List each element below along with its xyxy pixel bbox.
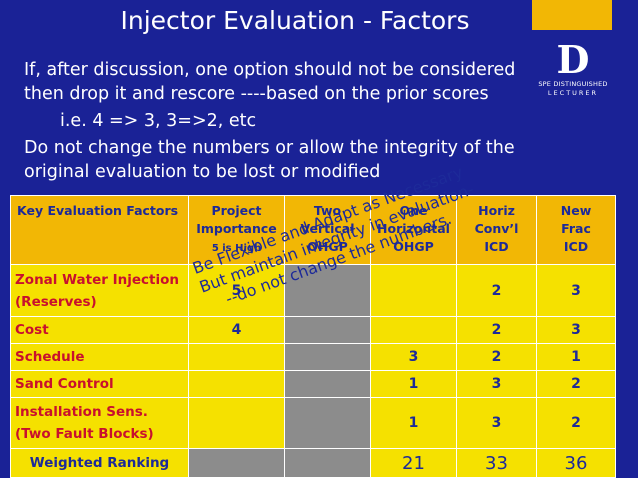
header-new-frac: New Frac ICD	[536, 195, 616, 265]
header-text: Frac	[561, 221, 591, 236]
table-row: Schedule 3 2 1	[10, 343, 616, 371]
body-paragraph-2-line-2: original evaluation to be lost or modifi…	[24, 162, 381, 182]
row-label: Schedule	[10, 343, 189, 371]
cell-two-vertical	[284, 264, 371, 317]
spe-distinguished-lecturer-logo: D SPE DISTINGUISHED LECTURER	[528, 40, 618, 104]
header-text: One	[399, 203, 428, 218]
logo-letter: D	[556, 37, 590, 82]
cell-one-horizontal: 1	[370, 397, 457, 449]
row-label-line: (Reserves)	[15, 293, 97, 310]
cell-horiz-convl: 2	[456, 316, 537, 344]
body-paragraph-2-line-1: Do not change the numbers or allow the i…	[24, 138, 515, 158]
cell-two-vertical	[284, 397, 371, 449]
weighted-ranking-row: Weighted Ranking 21 33 36	[10, 448, 616, 478]
row-label: Zonal Water Injection (Reserves)	[10, 264, 189, 317]
cell-two-vertical	[284, 316, 371, 344]
header-text: Horizontal	[377, 221, 450, 236]
row-label: Sand Control	[10, 370, 189, 398]
body-paragraph-1-line-2: then drop it and rescore ----based on th…	[24, 84, 489, 104]
header-text: ICD	[484, 239, 509, 254]
cell-importance	[188, 448, 285, 478]
header-text: Project	[211, 203, 262, 218]
evaluation-table: Key Evaluation Factors Project Importanc…	[10, 195, 616, 478]
cell-one-horizontal	[370, 264, 457, 317]
cell-one-horizontal: 1	[370, 370, 457, 398]
gold-accent-bar	[532, 0, 612, 30]
row-label-line: Installation Sens.	[15, 404, 148, 420]
header-subtext: 5 is High	[211, 243, 262, 254]
slide-title: Injector Evaluation - Factors	[120, 6, 470, 35]
table-row: Cost 4 2 3	[10, 316, 616, 344]
cell-horiz-convl: 3	[456, 397, 537, 449]
cell-horiz-convl: 3	[456, 370, 537, 398]
cell-new-frac: 2	[536, 397, 616, 449]
header-text: Importance	[196, 221, 277, 236]
header-text: New	[560, 203, 592, 218]
table-row: Zonal Water Injection (Reserves) 5 2 3	[10, 264, 616, 317]
header-horiz-convl: Horiz Conv’l ICD	[456, 195, 537, 265]
cell-new-frac: 2	[536, 370, 616, 398]
weighted-one-horizontal: 21	[370, 448, 457, 478]
header-text: OHGP	[307, 239, 348, 254]
cell-two-vertical	[284, 343, 371, 371]
body-paragraph-1-line-1: If, after discussion, one option should …	[24, 60, 516, 80]
cell-importance: 4	[188, 316, 285, 344]
logo-line-1: SPE DISTINGUISHED	[538, 80, 608, 88]
header-text: OHGP	[393, 239, 434, 254]
cell-one-horizontal: 3	[370, 343, 457, 371]
row-label-line: Zonal Water Injection	[15, 271, 179, 288]
header-text: Two	[313, 203, 342, 218]
cell-new-frac: 3	[536, 316, 616, 344]
body-example: i.e. 4 => 3, 3=>2, etc	[60, 111, 257, 131]
cell-importance	[188, 370, 285, 398]
cell-importance	[188, 397, 285, 449]
table-row: Sand Control 1 3 2	[10, 370, 616, 398]
header-two-vertical: Two Vertical OHGP	[284, 195, 371, 265]
table-row: Installation Sens. (Two Fault Blocks) 1 …	[10, 397, 616, 449]
cell-two-vertical	[284, 448, 371, 478]
cell-horiz-convl: 2	[456, 264, 537, 317]
header-project-importance: Project Importance 5 is High	[188, 195, 285, 265]
cell-two-vertical	[284, 370, 371, 398]
row-label: Installation Sens. (Two Fault Blocks)	[10, 397, 189, 449]
cell-new-frac: 3	[536, 264, 616, 317]
header-text: Key Evaluation Factors	[17, 203, 179, 218]
cell-importance: 5	[188, 264, 285, 317]
cell-horiz-convl: 2	[456, 343, 537, 371]
table-header-row: Key Evaluation Factors Project Importanc…	[10, 195, 616, 265]
cell-importance	[188, 343, 285, 371]
logo-line-2: LECTURER	[547, 89, 599, 97]
header-text: Vertical	[300, 221, 355, 236]
cell-one-horizontal	[370, 316, 457, 344]
row-label-line: (Two Fault Blocks)	[15, 426, 154, 442]
weighted-horiz-convl: 33	[456, 448, 537, 478]
header-text: Horiz	[478, 203, 515, 218]
header-text: ICD	[563, 239, 589, 254]
weighted-ranking-label: Weighted Ranking	[10, 448, 189, 478]
header-key-factors: Key Evaluation Factors	[10, 195, 189, 265]
cell-new-frac: 1	[536, 343, 616, 371]
weighted-new-frac: 36	[536, 448, 616, 478]
header-text: Conv’l	[474, 221, 519, 236]
row-label: Cost	[10, 316, 189, 344]
